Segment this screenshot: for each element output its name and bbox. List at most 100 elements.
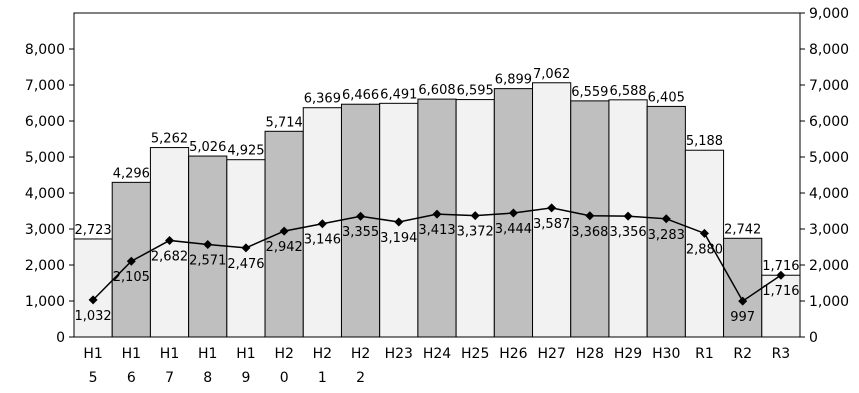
bar-data-label: 6,588 (609, 84, 646, 99)
line-data-label: 997 (730, 310, 755, 325)
bar-data-label: 2,723 (74, 223, 111, 238)
bar-data-label: 6,595 (457, 84, 494, 99)
right-tick-label: 3,000 (809, 222, 849, 238)
bar-data-label: 6,491 (380, 87, 417, 102)
left-axis: 0 1,000 2,000 3,000 4,000 5,000 6,000 7,000 8,00… (25, 42, 74, 346)
category-label: H23 (385, 346, 413, 362)
category-label: H2 0 (274, 346, 293, 386)
line-marker (547, 203, 557, 213)
category-label: H24 (423, 346, 451, 362)
line-data-label: 3,444 (495, 222, 532, 237)
line-data-label: 3,587 (533, 217, 570, 232)
line-data-label: 2,105 (113, 270, 150, 285)
x-axis: H1 5 H1 6 H1 7 H1 8 H1 9 H2 0 H2 1 H2 2 H23 H24 H25 H26 H27 H… (83, 346, 790, 386)
bar-data-label: 4,296 (113, 166, 150, 181)
line-marker (356, 211, 366, 221)
line-marker (585, 211, 595, 221)
line-marker (165, 235, 175, 245)
bar-data-label: 6,405 (648, 90, 685, 105)
line-data-label: 3,355 (342, 225, 379, 240)
line-marker (470, 211, 480, 221)
right-tick-label: 6,000 (809, 114, 849, 130)
line-marker (699, 228, 709, 238)
category-label: H2 1 (313, 346, 332, 386)
line-marker (317, 219, 327, 229)
line-data-label: 1,032 (74, 309, 111, 324)
bar-data-label: 5,026 (189, 140, 226, 155)
right-tick-label: 5,000 (809, 150, 849, 166)
category-label: H1 8 (198, 346, 217, 386)
line-marker (508, 208, 518, 218)
line-data-label: 3,372 (457, 225, 494, 240)
line-data-label: 3,146 (304, 233, 341, 248)
line-marker (432, 209, 442, 219)
line-data-label: 2,942 (266, 240, 303, 255)
category-label: H1 6 (122, 346, 141, 386)
bar-data-label: 5,188 (686, 134, 723, 149)
category-label: H29 (614, 346, 642, 362)
bar-data-label: 6,466 (342, 88, 379, 103)
right-tick-label: 1,000 (809, 294, 849, 310)
left-tick-label: 8,000 (25, 42, 65, 58)
line-data-label: 3,194 (380, 231, 417, 246)
line-data-label: 2,880 (686, 242, 723, 257)
bar (684, 149, 725, 338)
category-label: H1 7 (160, 346, 179, 386)
bar-data-label: 7,062 (533, 67, 570, 82)
line-marker (241, 243, 251, 253)
line-data-label: 3,413 (418, 223, 455, 238)
line-marker (203, 239, 213, 249)
bar-data-label: 6,899 (495, 73, 532, 88)
bar-data-label: 6,608 (418, 83, 455, 98)
line-data-label: 3,283 (648, 228, 685, 243)
category-label: R2 (733, 346, 752, 362)
bar-data-label: 6,369 (304, 92, 341, 107)
line-data-label: 2,571 (189, 253, 226, 268)
right-axis: 0 1,000 2,000 3,000 4,000 5,000 6,000 7,000 8,00… (800, 6, 849, 346)
line-marker (126, 256, 136, 266)
right-tick-label: 9,000 (809, 6, 849, 22)
category-label: H30 (652, 346, 680, 362)
left-tick-label: 6,000 (25, 114, 65, 130)
line-marker (776, 270, 786, 280)
bar (761, 274, 801, 338)
line-marker (279, 226, 289, 236)
line-data-label: 3,368 (571, 225, 608, 240)
line-data-label: 2,476 (227, 257, 264, 272)
category-label: H25 (461, 346, 489, 362)
left-tick-label: 5,000 (25, 150, 65, 166)
right-tick-label: 2,000 (809, 258, 849, 274)
bar-data-label: 4,925 (227, 144, 264, 159)
right-tick-label: 8,000 (809, 42, 849, 58)
line-series (88, 203, 786, 306)
bar (723, 237, 763, 338)
left-tick-label: 0 (56, 330, 65, 346)
bar-data-label: 2,742 (724, 222, 761, 237)
line-data-label: 2,682 (151, 249, 188, 264)
category-label: H28 (576, 346, 604, 362)
category-label: R1 (695, 346, 714, 362)
line-data-label: 3,356 (609, 225, 646, 240)
category-label: H26 (499, 346, 527, 362)
bar-data-label: 5,262 (151, 132, 188, 147)
line-marker (623, 211, 633, 221)
left-tick-label: 2,000 (25, 258, 65, 274)
category-label: H27 (537, 346, 565, 362)
bar-data-label: 6,559 (571, 85, 608, 100)
right-tick-label: 4,000 (809, 186, 849, 202)
left-tick-label: 7,000 (25, 78, 65, 94)
right-tick-label: 0 (809, 330, 818, 346)
category-label: H2 2 (351, 346, 370, 386)
bar-data-label: 5,714 (266, 115, 303, 130)
left-tick-label: 3,000 (25, 222, 65, 238)
right-tick-label: 7,000 (809, 78, 849, 94)
left-tick-label: 1,000 (25, 294, 65, 310)
line-marker (738, 296, 748, 306)
line-data-label: 1,716 (762, 284, 799, 299)
bar-data-label: 1,716 (762, 259, 799, 274)
category-label: H1 5 (83, 346, 102, 386)
line-marker (661, 214, 671, 224)
left-tick-label: 4,000 (25, 186, 65, 202)
